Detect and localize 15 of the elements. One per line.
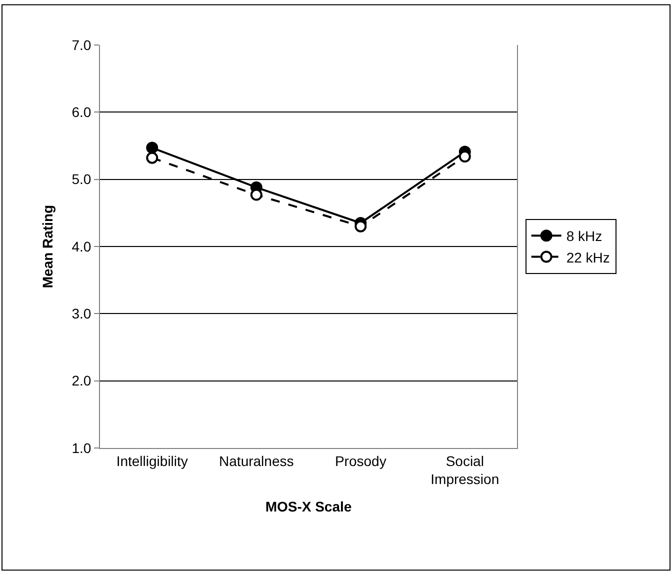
y-tick-label: 4.0 (72, 238, 92, 254)
x-axis-title: MOS-X Scale (265, 498, 352, 514)
x-tick-label: Naturalness (219, 452, 294, 469)
y-tick-label: 5.0 (72, 171, 92, 188)
x-tick-label: Prosody (334, 452, 386, 469)
x-tick-label: Social Impression (430, 452, 500, 487)
y-tick-label: 1.0 (72, 440, 92, 456)
x-tick-label: Intelligibility (116, 452, 188, 469)
legend-label: 22 kHz (566, 249, 610, 266)
y-axis-title: Mean Rating (39, 204, 56, 288)
y-tick-label: 3.0 (72, 306, 92, 322)
y-tick-label: 6.0 (72, 104, 92, 120)
y-tick-label: 2.0 (72, 372, 92, 389)
legend-label: 8 kHz (566, 228, 602, 244)
y-tick-label: 7.0 (72, 36, 92, 53)
